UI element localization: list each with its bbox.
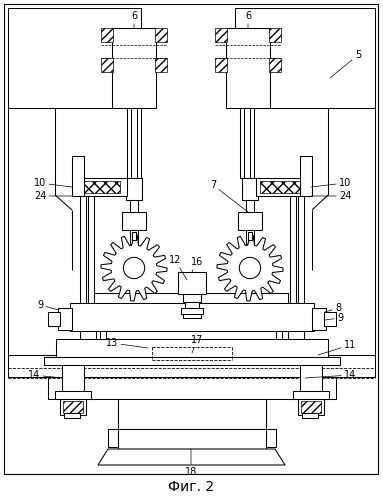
Bar	[246, 200, 254, 212]
Text: 6: 6	[131, 11, 137, 28]
Text: 10: 10	[311, 178, 351, 188]
Text: 7: 7	[210, 180, 248, 212]
Bar	[72, 156, 84, 196]
Circle shape	[123, 258, 145, 278]
Bar	[298, 196, 304, 314]
Polygon shape	[98, 449, 285, 465]
Bar	[269, 58, 281, 72]
Bar	[240, 108, 254, 178]
Bar	[118, 429, 266, 449]
Text: 5: 5	[330, 50, 361, 78]
Bar	[101, 28, 113, 42]
Text: 18: 18	[185, 449, 197, 477]
Polygon shape	[217, 235, 283, 301]
Bar	[56, 339, 328, 357]
Bar	[183, 294, 201, 302]
Bar	[293, 391, 329, 399]
Bar	[276, 331, 282, 339]
Bar	[94, 293, 288, 303]
Bar	[118, 399, 266, 429]
Bar	[8, 355, 375, 377]
Bar	[238, 212, 262, 230]
Bar	[8, 8, 141, 108]
Text: 9: 9	[325, 313, 343, 323]
Bar	[298, 399, 324, 415]
Bar	[132, 232, 136, 240]
Text: 16: 16	[191, 257, 203, 272]
Bar	[178, 272, 206, 294]
Bar	[215, 28, 227, 42]
Text: 14: 14	[28, 370, 62, 380]
Bar	[181, 308, 203, 314]
Bar	[58, 308, 72, 330]
Text: 17: 17	[191, 335, 203, 353]
Text: 13: 13	[106, 338, 148, 348]
Bar	[290, 196, 296, 314]
Bar	[72, 178, 127, 196]
Bar	[256, 178, 311, 196]
Text: 24: 24	[34, 191, 72, 201]
Bar	[324, 312, 336, 326]
Bar	[80, 196, 86, 314]
Bar	[88, 196, 94, 314]
Bar	[112, 28, 156, 108]
Bar	[246, 230, 254, 244]
Bar	[131, 108, 137, 178]
Bar	[62, 365, 84, 391]
Bar	[235, 8, 375, 108]
Bar	[80, 331, 96, 339]
Bar	[269, 28, 281, 42]
Bar	[242, 178, 258, 200]
Bar	[302, 413, 318, 418]
Polygon shape	[101, 235, 167, 301]
Bar	[155, 58, 167, 72]
Bar	[70, 303, 314, 331]
Bar	[300, 156, 312, 196]
Bar	[130, 200, 138, 212]
Bar	[108, 429, 276, 447]
Bar	[60, 399, 86, 415]
Bar	[48, 377, 336, 399]
Circle shape	[239, 258, 261, 278]
Bar	[126, 178, 142, 200]
Bar	[215, 58, 227, 72]
Bar	[63, 401, 83, 413]
Bar	[301, 401, 321, 413]
Text: 9: 9	[37, 300, 59, 310]
Bar	[122, 212, 146, 230]
Bar	[300, 365, 322, 391]
Bar	[248, 232, 252, 240]
Text: Фиг. 2: Фиг. 2	[168, 480, 214, 494]
Text: 6: 6	[245, 11, 251, 28]
Bar	[55, 391, 91, 399]
Bar	[312, 308, 326, 330]
Text: 24: 24	[311, 191, 351, 201]
Bar	[260, 181, 300, 193]
Text: 10: 10	[34, 178, 72, 188]
Bar	[100, 331, 106, 339]
Bar	[185, 302, 199, 308]
Bar	[101, 58, 113, 72]
Bar	[127, 108, 141, 178]
Bar	[44, 357, 340, 365]
Bar	[244, 108, 250, 178]
Bar	[155, 28, 167, 42]
Bar	[64, 413, 80, 418]
Text: 12: 12	[169, 255, 187, 280]
Text: 11: 11	[318, 340, 356, 355]
Bar	[288, 331, 304, 339]
Text: 8: 8	[325, 303, 341, 313]
Bar	[130, 230, 138, 244]
Text: 14: 14	[305, 370, 356, 380]
Bar	[80, 181, 120, 193]
Bar	[48, 312, 60, 326]
Bar	[183, 314, 201, 318]
Bar	[226, 28, 270, 108]
